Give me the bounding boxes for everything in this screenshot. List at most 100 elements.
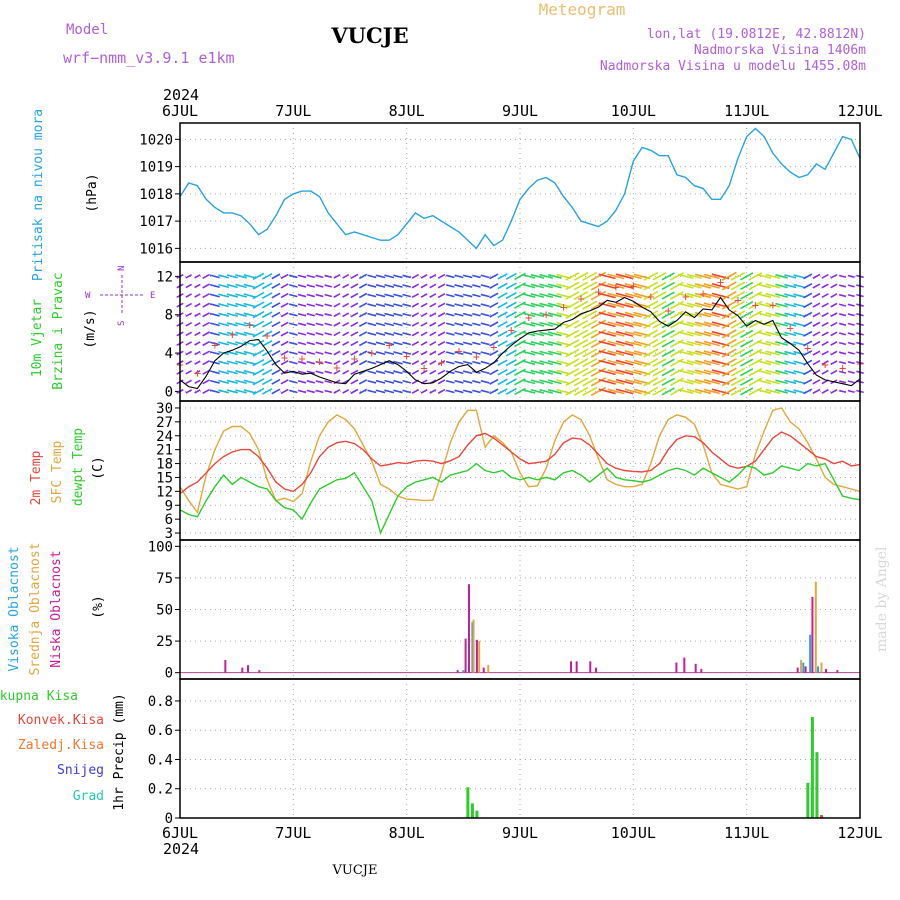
wind-arrow <box>565 339 580 348</box>
wind-arrow <box>694 321 712 328</box>
wind-arrow <box>573 271 589 281</box>
wind-arrow <box>437 283 446 289</box>
precip-bar <box>806 782 810 818</box>
cloud-bar <box>475 639 478 673</box>
wind-arrow <box>677 273 694 280</box>
wind-arrow <box>411 369 420 375</box>
wind-arrow <box>598 350 616 356</box>
gust-marker: + <box>682 289 689 303</box>
wind-arrow <box>194 322 201 327</box>
wind-arrow <box>194 293 201 298</box>
wind-arrow <box>847 370 855 374</box>
wind-arrow <box>271 302 281 309</box>
gust-marker: + <box>194 366 201 380</box>
wind-arrow <box>218 283 230 289</box>
wind-arrow <box>402 360 411 365</box>
panel-border <box>179 678 861 819</box>
wind-speed-line <box>179 296 861 390</box>
wind-arrow <box>686 321 702 327</box>
wind-arrow <box>350 302 359 308</box>
wind-arrow <box>530 283 545 289</box>
y-tick-label: 4 <box>165 346 173 362</box>
wind-arrow <box>333 283 341 289</box>
wind-arrow <box>367 303 377 308</box>
y-tick-label: 100 <box>148 539 173 555</box>
wind-arrow <box>730 310 746 320</box>
wind-arrow <box>547 379 562 385</box>
wind-arrow <box>573 377 589 387</box>
wind-arrow <box>252 368 265 376</box>
wind-arrow <box>497 378 508 386</box>
wind-unit: (m/s) <box>83 309 98 348</box>
cloud-bar <box>800 660 803 673</box>
gust-marker: + <box>769 298 776 312</box>
wind-arrow <box>703 292 720 299</box>
wind-arrow <box>775 389 788 394</box>
wind-arrow <box>756 388 772 394</box>
wind-arrow <box>202 340 211 347</box>
wind-arrow <box>454 274 464 279</box>
top-tick-label: 8JUL <box>389 102 425 120</box>
wind-arrow <box>573 319 589 329</box>
wind-arrow <box>607 378 625 385</box>
wind-arrow <box>306 293 315 298</box>
wind-arrow <box>289 312 298 317</box>
watermark: made by Angel <box>874 546 890 652</box>
wind-arrow <box>607 330 625 337</box>
footer-station: VUCJE <box>332 863 378 878</box>
wind-arrow <box>306 341 315 346</box>
wind-arrow <box>748 272 763 281</box>
cloud-bar <box>820 662 823 673</box>
wind-arrow <box>185 283 192 289</box>
wind-arrow <box>694 350 712 356</box>
wind-arrow <box>437 360 446 366</box>
wind-arrow <box>472 332 481 336</box>
wind-arrow <box>607 311 625 318</box>
wind-arrow <box>547 273 562 279</box>
wind-arrow <box>480 303 490 308</box>
wind-arrow <box>830 331 838 337</box>
cloud-bar <box>478 641 481 673</box>
wind-arrow <box>765 312 781 318</box>
wind-arrow <box>539 302 553 308</box>
wind-arrow <box>497 273 508 280</box>
wind-arrow <box>624 321 642 328</box>
wind-arrow <box>411 293 420 299</box>
wind-arrow <box>393 284 403 288</box>
wind-arrow <box>429 331 437 337</box>
compass-s: S <box>117 321 127 326</box>
gust-marker: + <box>577 291 584 305</box>
wind-arrow <box>812 350 821 356</box>
wind-arrow <box>748 387 763 396</box>
wind-arrow <box>226 293 238 298</box>
wind-arrow <box>505 330 517 338</box>
wind-arrow <box>375 351 386 356</box>
wind-arrow <box>297 332 307 336</box>
wind-arrow <box>350 283 359 289</box>
wind-arrow <box>539 321 553 327</box>
wind-arrow <box>582 367 598 377</box>
wind-arrow <box>838 341 847 346</box>
wind-arrow <box>209 379 220 384</box>
wind-arrow <box>411 340 420 346</box>
wind-arrow <box>411 388 420 394</box>
wind-arrow <box>582 300 598 310</box>
wind-arrow <box>462 284 473 288</box>
wind-arrow <box>740 272 754 281</box>
wind-arrow <box>812 283 821 289</box>
wind-arrow <box>573 367 589 377</box>
wind-arrow <box>324 351 333 355</box>
wind-arrow <box>472 341 481 346</box>
gust-marker: + <box>560 300 567 314</box>
wind-arrow <box>598 378 616 385</box>
wind-arrow <box>209 331 220 336</box>
wind-arrow <box>643 358 659 368</box>
wind-arrow <box>803 292 813 299</box>
wind-arrow <box>573 329 589 339</box>
cloud-bar <box>575 661 578 673</box>
y-tick-label: 21 <box>156 443 173 459</box>
wind-arrow <box>185 341 192 346</box>
wind-arrow <box>280 388 289 395</box>
wind-arrow <box>721 300 737 310</box>
wind-arrow <box>367 312 377 317</box>
